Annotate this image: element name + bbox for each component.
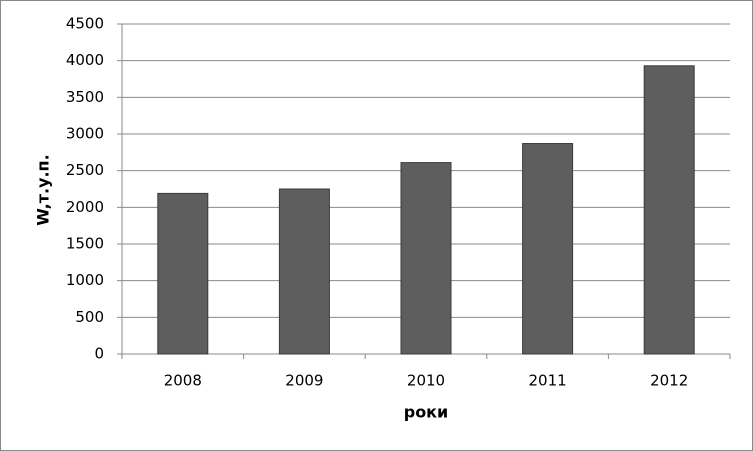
y-tick-label: 500 [75,308,104,326]
y-tick-label: 1500 [66,235,104,253]
x-tick-label: 2011 [529,372,567,390]
x-tick-label: 2009 [285,372,323,390]
bar [400,162,452,355]
x-tick-label: 2012 [650,372,688,390]
y-tick-label: 3000 [66,125,104,143]
x-tick-label: 2008 [164,372,202,390]
bar [643,65,695,355]
x-tick-label: 2010 [407,372,445,390]
bar [278,188,330,355]
y-tick-label: 4500 [66,15,104,33]
x-axis-label: роки [404,403,449,422]
y-tick-label: 1000 [66,271,104,289]
y-tick-label: 3500 [66,88,104,106]
bar [157,192,209,355]
y-tick-label: 2000 [66,198,104,216]
y-tick-label: 0 [94,345,104,363]
bar [522,143,574,355]
y-tick-label: 2500 [66,161,104,179]
y-tick-label: 4000 [66,51,104,69]
y-axis-label: W,т.у.п. [34,154,53,225]
